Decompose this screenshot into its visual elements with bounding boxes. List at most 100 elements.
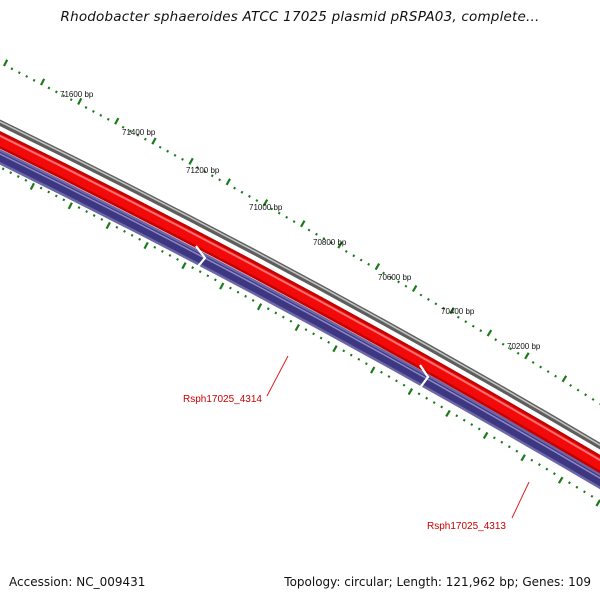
outer-minor-tick — [136, 133, 140, 137]
inner-minor-tick — [47, 190, 51, 194]
inner-major-tick — [370, 366, 376, 374]
outer-minor-tick — [69, 98, 73, 102]
outer-minor-tick — [426, 297, 430, 301]
gene-boundary-1 — [194, 245, 207, 271]
inner-major-tick — [67, 202, 73, 210]
inner-major-tick — [181, 262, 187, 270]
inner-minor-tick — [281, 315, 285, 319]
outer-minor-tick — [166, 149, 170, 153]
scale-label: 71400 bp — [122, 128, 156, 137]
outer-minor-tick — [352, 254, 356, 258]
outer-major-tick — [114, 117, 120, 125]
outer-minor-tick — [285, 215, 289, 219]
gene-label-4314[interactable]: Rsph17025_4314 — [183, 394, 262, 405]
outer-minor-tick — [195, 166, 199, 170]
inner-minor-tick — [462, 418, 466, 422]
outer-minor-tick — [434, 302, 438, 306]
outer-minor-tick — [255, 199, 259, 203]
inner-minor-tick — [206, 274, 210, 278]
inner-minor-tick — [77, 206, 81, 210]
inner-minor-tick — [191, 266, 195, 270]
gene-boundary-2 — [408, 364, 430, 405]
inner-minor-tick — [85, 210, 88, 213]
inner-minor-tick — [477, 427, 481, 431]
outer-minor-tick — [92, 109, 95, 113]
inner-minor-tick — [575, 485, 579, 489]
inner-major-tick — [407, 388, 414, 396]
outer-major-tick — [77, 97, 83, 106]
backbone-highlight — [0, 121, 600, 446]
inner-minor-tick — [289, 319, 293, 323]
inner-minor-tick — [402, 383, 406, 387]
backbone-line — [0, 119, 600, 450]
inner-minor-tick — [236, 290, 240, 294]
inner-minor-tick — [470, 423, 474, 427]
outer-minor-tick — [359, 258, 363, 262]
gene-label-4313[interactable]: Rsph17025_4313 — [427, 521, 506, 532]
inner-minor-tick — [395, 379, 398, 383]
accession-label: Accession: NC_009431 — [9, 575, 146, 589]
outer-minor-tick — [404, 284, 408, 288]
outer-minor-tick — [143, 137, 147, 141]
inner-major-tick — [143, 241, 149, 250]
outer-major-tick — [188, 157, 194, 165]
outer-major-tick — [449, 307, 455, 315]
outer-minor-tick — [554, 374, 558, 378]
inner-minor-tick — [537, 463, 541, 467]
orf-track-body — [0, 151, 600, 487]
inner-minor-tick — [432, 401, 436, 405]
outer-minor-tick — [203, 170, 207, 174]
inner-minor-tick — [198, 270, 202, 274]
outer-minor-tick — [501, 342, 505, 346]
outer-minor-tick — [106, 117, 110, 121]
scale-label: 70400 bp — [441, 307, 475, 316]
inner-minor-tick — [266, 307, 270, 311]
inner-minor-tick — [552, 472, 556, 476]
outer-minor-tick — [397, 280, 400, 284]
inner-major-tick — [256, 303, 263, 311]
inner-minor-tick — [130, 233, 134, 237]
outer-minor-tick — [441, 306, 445, 310]
inner-minor-tick — [153, 245, 157, 249]
outer-minor-tick — [218, 178, 222, 182]
inner-minor-tick — [515, 449, 519, 453]
inner-minor-tick — [342, 349, 346, 353]
inner-minor-tick — [161, 249, 164, 253]
inner-major-tick — [482, 431, 489, 440]
inner-minor-tick — [168, 253, 172, 257]
outer-major-tick — [300, 220, 306, 228]
inner-major-tick — [445, 409, 451, 417]
inner-minor-tick — [274, 311, 278, 315]
outer-major-tick — [486, 329, 493, 337]
outer-minor-tick — [121, 125, 125, 129]
outer-minor-tick — [84, 106, 88, 109]
gene-label-leader-4313 — [511, 481, 530, 519]
outer-major-tick — [225, 178, 231, 186]
gene-label-leader-4314 — [266, 355, 289, 397]
inner-minor-tick — [176, 258, 179, 261]
genome-summary: Topology: circular; Length: 121,962 bp; … — [284, 575, 591, 589]
outer-minor-tick — [158, 145, 162, 149]
inner-minor-tick — [62, 198, 66, 202]
outer-minor-tick — [471, 324, 475, 328]
cds-track-highlight — [0, 134, 600, 462]
scale-labels: 71600 bp 71400 bp 71200 bp 71000 bp 70800 bp… — [60, 90, 541, 351]
outer-minor-tick — [576, 388, 580, 392]
inner-minor-tick — [115, 225, 119, 229]
outer-minor-tick — [584, 393, 588, 397]
inner-minor-tick — [1, 167, 5, 171]
outer-minor-tick — [344, 249, 348, 253]
outer-minor-tick — [456, 315, 460, 319]
inner-minor-tick — [213, 278, 217, 282]
inner-minor-tick — [440, 405, 444, 409]
inner-major-tick — [294, 323, 300, 332]
inner-minor-tick — [530, 458, 534, 462]
scale-label: 71000 bp — [249, 203, 283, 212]
outer-minor-tick — [494, 338, 498, 342]
inner-major-tick — [332, 345, 338, 353]
outer-minor-tick — [546, 370, 550, 374]
inner-scale-ticks — [1, 167, 600, 507]
inner-minor-tick — [349, 353, 353, 357]
inner-minor-tick — [380, 370, 383, 374]
